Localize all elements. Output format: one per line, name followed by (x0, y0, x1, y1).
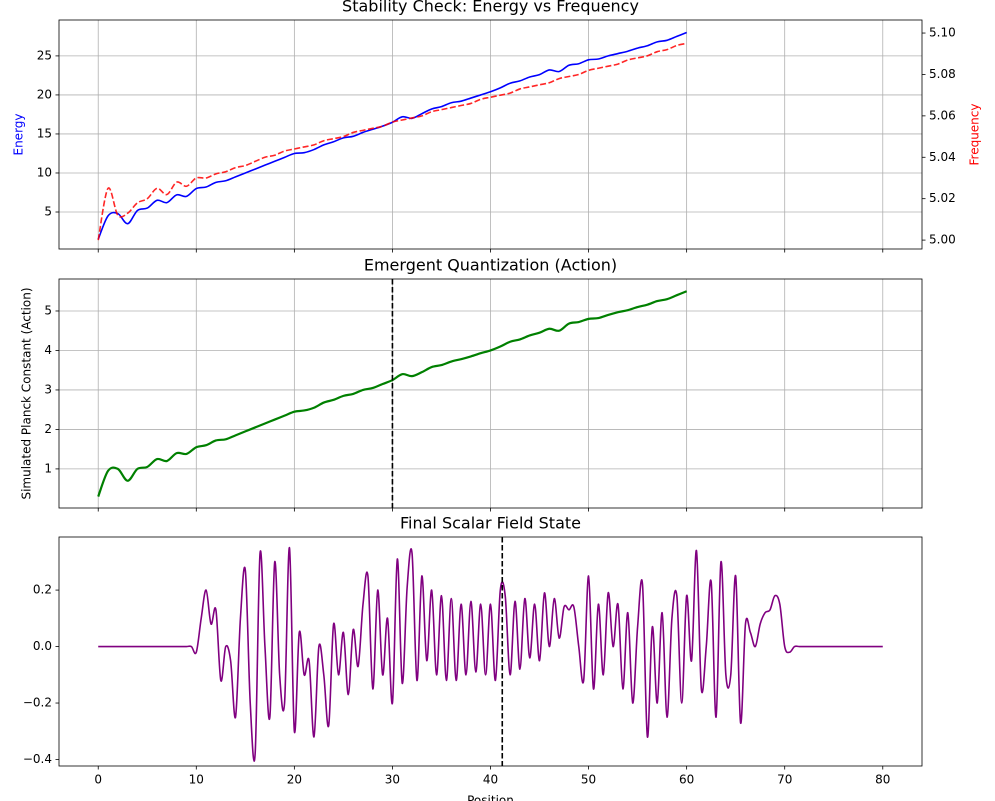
axes-frame (58, 278, 923, 509)
x-tick-label: 50 (581, 773, 596, 787)
y-tick-label: 4 (44, 343, 52, 357)
y2-tick-label: 5.04 (929, 150, 956, 164)
y-tick-label: 5 (44, 205, 52, 219)
subplot-title: Emergent Quantization (Action) (364, 256, 617, 275)
y-tick-label: 5 (44, 303, 52, 317)
x-tick-label: 80 (875, 773, 890, 787)
y-tick-label: −0.2 (23, 696, 52, 710)
data-line (98, 546, 883, 762)
y-tick-label: −0.4 (23, 752, 52, 766)
subplot: 5 10 15 20 25 5.00 5.02 5.04 5.06 5.08 5.10 Stabili… (12, 0, 982, 253)
y2-tick-label: 5.10 (929, 26, 956, 40)
subplot: 1 2 3 4 5 Emergent Quantization (Action) Simul… (20, 256, 923, 512)
y2-tick-label: 5.06 (929, 108, 956, 122)
subplot-title: Final Scalar Field State (400, 514, 581, 533)
x-tick-label: 70 (777, 773, 792, 787)
y2-tick-label: 5.00 (929, 233, 956, 247)
y-tick-label: 20 (37, 87, 52, 101)
subplot-title: Stability Check: Energy vs Frequency (342, 0, 639, 16)
y-tick-label: 0.0 (33, 639, 52, 653)
x-tick-label: 60 (679, 773, 694, 787)
y-tick-label: 10 (37, 165, 52, 179)
x-tick-label: 20 (287, 773, 302, 787)
subplot: 0 10 20 30 40 50 60 70 80 −0.4 −0.2 0.0 0.2 Final Sca… (23, 514, 923, 801)
y2-tick-label: 5.08 (929, 67, 956, 81)
x-tick-label: 30 (385, 773, 400, 787)
y-tick-label: 0.2 (33, 583, 52, 597)
data-line (97, 31, 687, 240)
y2-tick-label: 5.02 (929, 191, 956, 205)
y-tick-label: 1 (44, 461, 52, 475)
y-tick-label: 3 (44, 382, 52, 396)
axes-frame (58, 536, 923, 767)
y-axis-label: Energy (12, 113, 26, 155)
y-tick-label: 15 (37, 126, 52, 140)
y-axis-label: Simulated Planck Constant (Action) (20, 287, 34, 499)
x-tick-label: 40 (483, 773, 498, 787)
axes-frame (58, 19, 923, 250)
y-tick-label: 25 (37, 48, 52, 62)
x-tick-label: 0 (94, 773, 102, 787)
y2-axis-label: Frequency (968, 104, 982, 166)
x-axis-label: Position (467, 794, 514, 801)
x-tick-label: 10 (189, 773, 204, 787)
y-tick-label: 2 (44, 422, 52, 436)
